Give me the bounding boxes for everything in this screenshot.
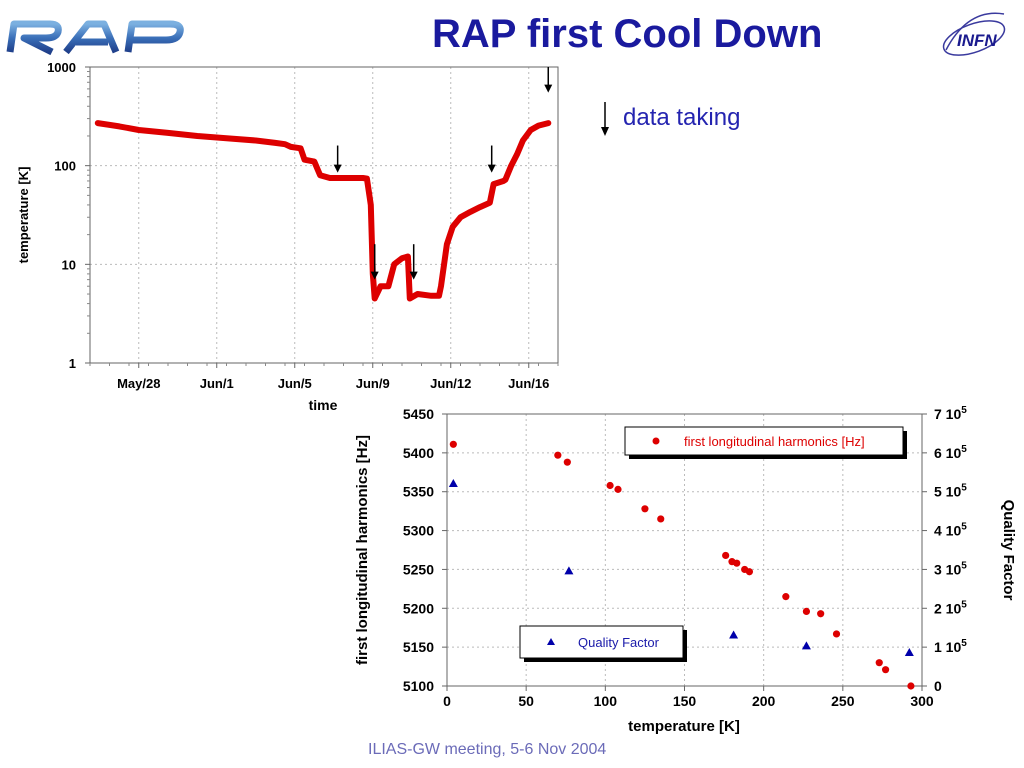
quality-factor-point: [801, 641, 811, 650]
harmonics-point: [881, 666, 890, 674]
harmonics-point: [614, 485, 622, 493]
quality-factor-point: [564, 566, 574, 575]
ytick-label: 5450: [403, 406, 434, 422]
quality-factor-point: [729, 630, 739, 639]
data-taking-legend-label: data taking: [623, 104, 741, 131]
legend-harmonics-label: first longitudinal harmonics [Hz]: [684, 434, 865, 449]
legend-harmonics: first longitudinal harmonics [Hz]: [624, 426, 907, 459]
xtick-label: Jun/9: [356, 376, 390, 391]
ytick-label: 10: [62, 257, 76, 272]
page-title: RAP first Cool Down: [432, 12, 823, 56]
harmonics-point: [832, 630, 841, 638]
harmonics-point: [875, 659, 883, 667]
chart2-xlabel: temperature [K]: [628, 718, 740, 735]
harmonics-point: [641, 505, 649, 513]
legend-quality: Quality Factor: [519, 625, 687, 662]
xtick-label: Jun/16: [508, 376, 549, 391]
legend-quality-label: Quality Factor: [578, 635, 660, 650]
ytick-label: 1: [69, 356, 76, 371]
data-taking-arrow: [370, 244, 379, 280]
data-taking-arrow: [544, 67, 553, 93]
y2tick-label: 6 105: [934, 444, 967, 461]
xtick-label: May/28: [117, 376, 160, 391]
temperature-chart: 1 10 100 1000 May/28 Jun/1 Jun/5 Jun/9 Jun/12 Ju…: [16, 60, 559, 413]
harmonics-point: [802, 607, 811, 615]
harmonics-point: [449, 440, 457, 448]
ytick-label: 5150: [403, 639, 434, 655]
temperature-series-line: [94, 120, 552, 302]
svg-text:INFN: INFN: [957, 31, 997, 50]
xtick-label: Jun/5: [278, 376, 312, 391]
y2tick-label: 5 105: [934, 483, 967, 500]
data-taking-arrow: [333, 145, 342, 173]
harmonics-chart: 5100 5150 5200 5250 5300 5350 5400 5450 0 1 105 2…: [354, 405, 1017, 735]
xtick-label: 200: [752, 693, 776, 709]
harmonics-point: [907, 682, 915, 690]
xtick-label: 250: [831, 693, 855, 709]
ytick-label: 5200: [403, 600, 434, 616]
xtick-label: 300: [910, 693, 934, 709]
ytick-label: 5400: [403, 445, 434, 461]
xtick-label: 0: [443, 693, 451, 709]
harmonics-point: [657, 515, 665, 523]
rap-logo: [4, 18, 189, 61]
harmonics-point: [563, 458, 571, 466]
data-taking-arrow: [409, 244, 418, 280]
footer-text: ILIAS-GW meeting, 5-6 Nov 2004: [368, 741, 607, 758]
harmonics-point: [722, 551, 730, 560]
chart1-frame: [89, 66, 559, 364]
y2tick-label: 7 105: [934, 405, 967, 422]
ytick-label: 1000: [47, 60, 76, 75]
y2tick-label: 3 105: [934, 560, 967, 577]
ytick-label: 5100: [403, 678, 434, 694]
ytick-label: 5300: [403, 523, 434, 539]
chart2-y2label: Quality Factor: [1000, 500, 1017, 601]
xtick-label: Jun/1: [200, 376, 234, 391]
legend-triangle-marker: [547, 638, 555, 645]
quality-factor-point: [448, 478, 458, 487]
xtick-label: Jun/12: [430, 376, 471, 391]
harmonics-point: [782, 593, 790, 601]
chart1-grid: [90, 66, 558, 364]
data-taking-arrow: [487, 145, 496, 173]
harmonics-point: [733, 559, 741, 567]
ytick-label: 5250: [403, 561, 434, 577]
chart1-xlabel: time: [309, 397, 338, 413]
xtick-label: 150: [673, 693, 697, 709]
harmonics-point: [554, 451, 562, 459]
harmonics-point: [606, 481, 614, 490]
harmonics-point: [817, 610, 825, 618]
xtick-label: 100: [594, 693, 618, 709]
infn-logo: INFN: [938, 6, 1010, 71]
y2tick-label: 4 105: [934, 522, 967, 539]
y2tick-label: 1 105: [934, 638, 967, 655]
xtick-label: 50: [518, 693, 534, 709]
ytick-label: 5350: [403, 484, 434, 500]
down-arrow-icon: [601, 102, 609, 136]
y2tick-label: 0: [934, 678, 942, 694]
chart1-ylabel: temperature [K]: [16, 167, 31, 264]
y2tick-label: 2 105: [934, 599, 967, 616]
legend-circle-marker: [652, 437, 660, 445]
ytick-label: 100: [54, 159, 76, 174]
quality-factor-point: [904, 647, 914, 656]
chart2-ylabel: first longitudinal harmonics [Hz]: [354, 435, 371, 665]
harmonics-point: [745, 568, 754, 576]
